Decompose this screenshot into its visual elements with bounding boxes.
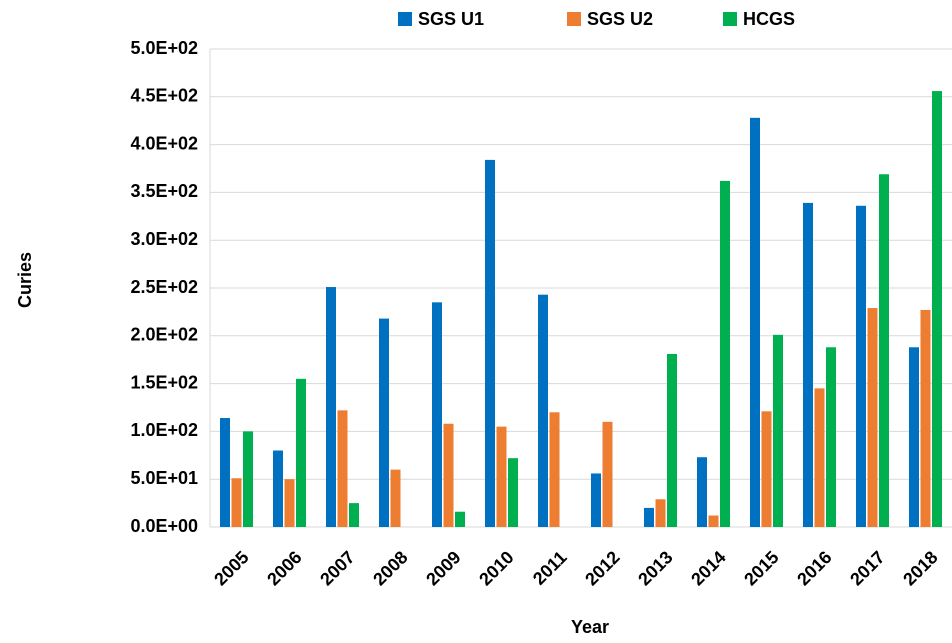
bar bbox=[538, 294, 548, 527]
bar bbox=[443, 423, 454, 527]
y-tick-label: 3.0E+02 bbox=[130, 229, 198, 249]
y-axis-title: Curies bbox=[15, 252, 35, 308]
bar bbox=[708, 515, 719, 527]
bar bbox=[644, 507, 654, 527]
bar bbox=[909, 347, 919, 527]
bar bbox=[867, 308, 878, 527]
y-tick-label: 0.0E+00 bbox=[130, 516, 198, 536]
legend-swatch bbox=[567, 12, 581, 26]
x-tick-label: 2015 bbox=[740, 547, 782, 589]
bar bbox=[379, 318, 389, 527]
x-tick-label: 2008 bbox=[369, 547, 411, 589]
bar bbox=[856, 205, 866, 527]
bar bbox=[720, 180, 730, 528]
bar bbox=[508, 458, 518, 527]
bar bbox=[220, 418, 230, 527]
x-tick-label: 2013 bbox=[634, 547, 676, 589]
legend-label: HCGS bbox=[743, 9, 795, 29]
y-tick-label: 4.0E+02 bbox=[130, 133, 198, 153]
bar bbox=[773, 334, 783, 527]
bar bbox=[920, 309, 931, 527]
bar bbox=[296, 378, 306, 527]
bar bbox=[814, 388, 825, 527]
bar bbox=[932, 91, 942, 528]
y-tick-label: 1.0E+02 bbox=[130, 420, 198, 440]
bar bbox=[273, 450, 283, 527]
legend-swatch bbox=[723, 12, 737, 26]
x-tick-label: 2006 bbox=[263, 547, 305, 589]
y-tick-label: 4.5E+02 bbox=[130, 86, 198, 106]
bar bbox=[243, 431, 253, 527]
x-tick-label: 2012 bbox=[581, 547, 623, 589]
bar bbox=[390, 469, 401, 527]
bar bbox=[761, 411, 772, 527]
bar bbox=[485, 159, 495, 527]
bar bbox=[655, 499, 666, 527]
bar bbox=[803, 202, 813, 527]
y-tick-label: 2.5E+02 bbox=[130, 277, 198, 297]
x-tick-label: 2011 bbox=[529, 547, 571, 589]
legend-label: SGS U1 bbox=[418, 9, 484, 29]
x-tick-label: 2014 bbox=[687, 547, 729, 589]
x-tick-label: 2018 bbox=[899, 547, 941, 589]
y-tick-label: 1.5E+02 bbox=[130, 372, 198, 392]
y-tick-label: 5.0E+01 bbox=[130, 468, 198, 488]
bar bbox=[455, 511, 465, 527]
bar bbox=[697, 457, 707, 527]
y-tick-label: 2.0E+02 bbox=[130, 325, 198, 345]
x-tick-label: 2010 bbox=[475, 547, 517, 589]
x-tick-label: 2016 bbox=[793, 547, 835, 589]
bar bbox=[667, 353, 677, 527]
y-tick-label: 5.0E+02 bbox=[130, 38, 198, 58]
bar bbox=[549, 412, 560, 527]
bar bbox=[750, 117, 760, 527]
x-tick-label: 2007 bbox=[316, 547, 358, 589]
bar bbox=[591, 473, 601, 527]
x-tick-label: 2009 bbox=[422, 547, 464, 589]
x-tick-label: 2005 bbox=[210, 547, 252, 589]
bar bbox=[879, 174, 889, 527]
bar bbox=[349, 503, 359, 527]
bar bbox=[496, 426, 507, 527]
bar bbox=[231, 478, 242, 527]
bar bbox=[284, 479, 295, 527]
y-tick-label: 3.5E+02 bbox=[130, 181, 198, 201]
legend-swatch bbox=[398, 12, 412, 26]
bar bbox=[602, 421, 613, 527]
x-tick-label: 2017 bbox=[846, 547, 888, 589]
bar bbox=[432, 302, 442, 527]
bar bbox=[326, 287, 336, 527]
legend-label: SGS U2 bbox=[587, 9, 653, 29]
x-axis-title: Year bbox=[571, 617, 609, 637]
bar bbox=[826, 347, 836, 527]
bar bbox=[337, 410, 348, 527]
